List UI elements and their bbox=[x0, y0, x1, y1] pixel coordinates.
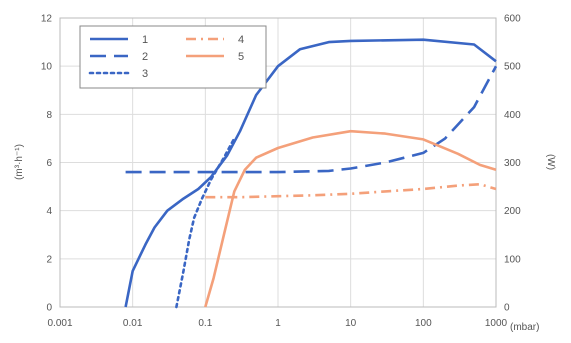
legend-box bbox=[79, 25, 267, 89]
y-right-tick-label: 400 bbox=[504, 110, 521, 121]
y-right-tick-label: 300 bbox=[504, 158, 521, 169]
series-line-5 bbox=[204, 129, 497, 308]
series-line-3 bbox=[175, 137, 236, 309]
series-line-1 bbox=[124, 38, 497, 308]
y-right-tick-label: 0 bbox=[504, 303, 510, 314]
legend-label-1: 1 bbox=[142, 34, 148, 46]
y-right-tick-label: 500 bbox=[504, 62, 521, 73]
y-right-axis-label: (W) bbox=[545, 154, 556, 170]
x-tick-label: 100 bbox=[415, 318, 432, 329]
y-left-tick-label: 2 bbox=[46, 254, 52, 265]
y-left-tick-label: 10 bbox=[41, 62, 53, 73]
legend-label-3: 3 bbox=[142, 68, 148, 80]
x-tick-label: 0.01 bbox=[123, 318, 143, 329]
x-tick-label: 0.001 bbox=[47, 318, 72, 329]
legend-label-2: 2 bbox=[142, 51, 148, 63]
plot-area-frame bbox=[59, 17, 497, 308]
legend: 1 2 3 4 5 bbox=[79, 25, 267, 89]
series-line-2 bbox=[125, 65, 498, 174]
series-lines bbox=[124, 38, 498, 309]
series-line-4 bbox=[205, 182, 497, 199]
y-left-tick-label: 4 bbox=[46, 206, 52, 217]
y-left-tick-label: 6 bbox=[46, 158, 52, 169]
x-tick-label: 1 bbox=[275, 318, 281, 329]
y-left-tick-label: 12 bbox=[41, 14, 53, 25]
legend-label-5: 5 bbox=[238, 51, 244, 63]
x-tick-label: 1000 bbox=[485, 318, 508, 329]
y-left-axis-label: (m³·h⁻¹) bbox=[14, 144, 25, 180]
y-left-tick-label: 0 bbox=[46, 303, 52, 314]
x-tick-label: 0.1 bbox=[198, 318, 212, 329]
x-axis-label: (mbar) bbox=[510, 322, 539, 333]
y-left-tick-label: 8 bbox=[46, 110, 52, 121]
y-right-tick-label: 600 bbox=[504, 14, 521, 25]
legend-label-4: 4 bbox=[238, 34, 244, 46]
y-right-tick-label: 100 bbox=[504, 254, 521, 265]
y-right-tick-label: 200 bbox=[504, 206, 521, 217]
x-tick-label: 10 bbox=[345, 318, 357, 329]
